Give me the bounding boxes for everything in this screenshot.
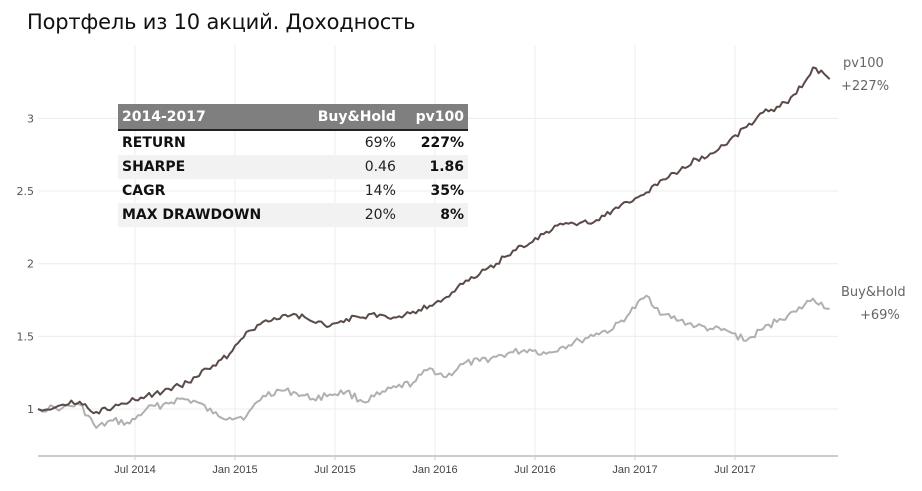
end-label-buyhold-value: +69% xyxy=(860,308,900,323)
y-tick-label: 2.5 xyxy=(17,185,35,198)
x-tick-label: Jul 2014 xyxy=(114,464,156,476)
x-tick-label: Jan 2015 xyxy=(212,464,257,476)
series-pv100-line xyxy=(37,66,831,415)
end-label-pv100-value: +227% xyxy=(841,79,889,94)
x-tick-label: Jul 2016 xyxy=(514,464,556,476)
buyhold-value: 0.46 xyxy=(295,155,400,179)
y-tick-label: 1.5 xyxy=(17,330,35,343)
row-label: SHARPE xyxy=(118,155,296,179)
pv100-value: 8% xyxy=(399,203,468,227)
y-tick-label: 1 xyxy=(27,403,34,416)
stats-table: 2014-2017 Buy&Hold pv100 RETURN 69% 227%… xyxy=(118,104,468,227)
header-pv100: pv100 xyxy=(399,104,468,131)
stats-row-cagr: CAGR 14% 35% xyxy=(118,179,468,203)
stats-row-sharpe: SHARPE 0.46 1.86 xyxy=(118,155,468,179)
buyhold-value: 14% xyxy=(364,183,396,199)
y-axis: 1 1.5 2 2.5 3 xyxy=(17,112,35,416)
header-buyhold: Buy&Hold xyxy=(295,104,400,131)
series-buyhold-line xyxy=(37,294,830,429)
row-label: MAX DRAWDOWN xyxy=(118,203,296,227)
pv100-value: 35% xyxy=(430,183,464,199)
row-label: CAGR xyxy=(122,183,166,199)
end-label-buyhold-name: Buy&Hold xyxy=(841,285,906,300)
buyhold-value: 69% xyxy=(364,135,396,151)
x-tick-label: Jul 2017 xyxy=(714,464,756,476)
chart-title: Портфель из 10 акций. Доходность xyxy=(27,10,416,34)
x-tick-label: Jul 2015 xyxy=(314,464,356,476)
x-tick-label: Jan 2016 xyxy=(412,464,457,476)
stats-header-row: 2014-2017 Buy&Hold pv100 xyxy=(118,104,468,131)
pv100-value: 227% xyxy=(420,135,464,151)
stats-row-max-drawdown: MAX DRAWDOWN 20% 8% xyxy=(118,203,468,227)
row-label: RETURN xyxy=(122,135,186,151)
header-period: 2014-2017 xyxy=(118,104,296,131)
buyhold-value: 20% xyxy=(295,203,400,227)
pv100-value: 1.86 xyxy=(399,155,468,179)
y-tick-label: 2 xyxy=(27,258,34,271)
x-axis: Jul 2014 Jan 2015 Jul 2015 Jan 2016 Jul 2016… xyxy=(38,455,838,476)
stats-row-return: RETURN 69% 227% xyxy=(118,130,468,155)
end-label-pv100-name: pv100 xyxy=(843,56,884,71)
y-tick-label: 3 xyxy=(27,112,34,125)
x-tick-label: Jan 2017 xyxy=(612,464,657,476)
